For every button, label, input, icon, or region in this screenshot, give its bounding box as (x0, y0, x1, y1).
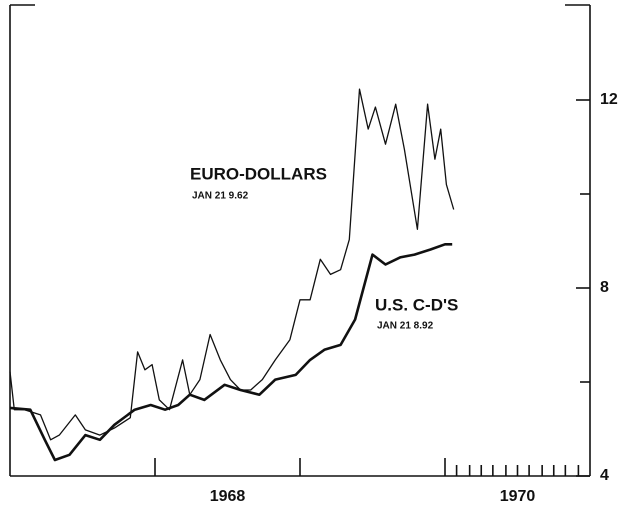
x-tick-label: 1970 (500, 488, 536, 505)
y-tick-label: 4 (600, 467, 609, 484)
annotation: JAN 21 9.62 (192, 191, 249, 202)
series-line (9, 243, 453, 462)
annotation: JAN 21 8.92 (377, 321, 434, 332)
annotation: EURO-DOLLARS (190, 164, 327, 183)
x-tick-label: 1968 (210, 488, 246, 505)
y-tick-label: 8 (600, 279, 609, 296)
annotation: U.S. C-D'S (375, 295, 458, 314)
y-tick-label: 12 (600, 91, 618, 108)
